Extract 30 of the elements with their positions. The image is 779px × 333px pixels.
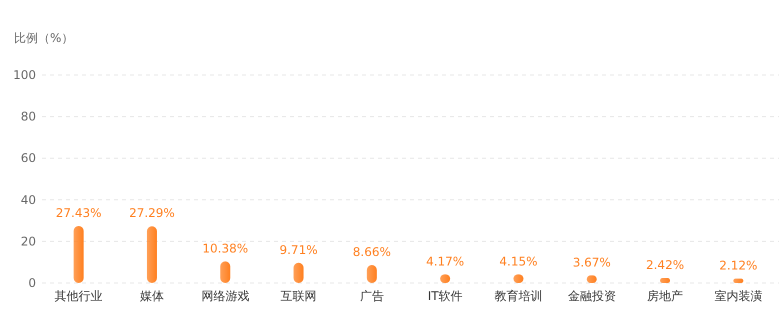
bar	[146, 226, 157, 283]
y-tick-label: 80	[20, 110, 36, 124]
x-tick-label: 广告	[360, 289, 384, 303]
data-label: 3.67%	[572, 255, 611, 270]
x-tick-label: 互联网	[280, 289, 317, 303]
data-label: 4.15%	[499, 254, 538, 268]
bar	[733, 278, 744, 283]
y-tick-label: 60	[20, 151, 36, 166]
data-label: 9.71%	[279, 242, 318, 257]
data-label: 27.43%	[56, 206, 102, 220]
x-tick-label: 房地产	[647, 289, 684, 303]
x-tick-label: 网络游戏	[201, 289, 250, 303]
data-label: 10.38%	[202, 241, 248, 256]
x-tick-label: 教育培训	[494, 289, 542, 303]
y-tick-label: 40	[20, 192, 36, 207]
y-tick-label: 20	[20, 234, 36, 248]
x-tick-label: 金融投资	[568, 289, 616, 303]
y-tick-label: 0	[28, 276, 36, 290]
y-tick-label: 100	[13, 68, 36, 82]
data-label: 2.12%	[719, 258, 758, 273]
bar	[74, 226, 84, 283]
x-tick-label: 媒体	[140, 289, 164, 303]
data-label: 2.42%	[646, 258, 684, 272]
x-tick-label: IT软件	[428, 289, 463, 303]
data-label: 8.66%	[352, 244, 391, 259]
x-tick-label: 其他行业	[54, 289, 103, 303]
x-tick-label: 室内装潢	[714, 289, 762, 303]
data-label: 4.17%	[426, 254, 464, 268]
data-label: 27.29%	[129, 206, 175, 220]
y-axis-title: 比例（%）	[14, 31, 74, 45]
